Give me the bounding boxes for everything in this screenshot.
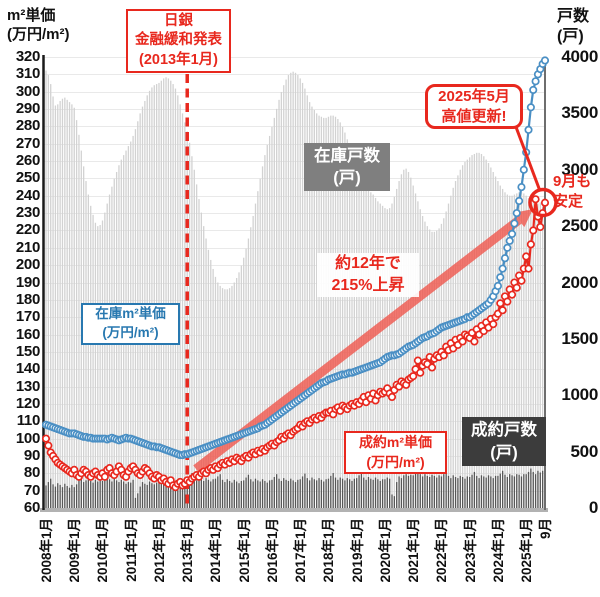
x-axis-tick-label: 9月	[538, 518, 553, 540]
x-axis-tick-label: 2015年1月	[236, 518, 252, 583]
y-right-tick-label: 1000	[561, 385, 598, 405]
y-left-tick-label: 250	[15, 169, 40, 187]
x-axis-tick-label: 2022年1月	[434, 518, 450, 583]
y-left-tick-label: 290	[15, 100, 40, 118]
x-axis-tick-label: 2020年1月	[377, 518, 393, 583]
y-left-tick-label: 140	[15, 360, 40, 378]
x-axis-tick-label: 2010年1月	[95, 518, 111, 583]
y-left-tick-label: 180	[15, 290, 40, 308]
x-axis-tick-label: 2008年1月	[39, 518, 54, 583]
y-right-tick-label: 3500	[561, 103, 598, 123]
x-axis-tick-label: 2013年1月	[180, 518, 196, 583]
y-right-tick-label: 3000	[561, 159, 598, 179]
x-axis-tick-label: 2023年1月	[462, 518, 478, 583]
contract-price-label: 成約m²単価 (万円/m²)	[344, 431, 447, 474]
x-axis-tick-label: 2011年1月	[123, 518, 139, 582]
y-left-tick-label: 60	[23, 499, 40, 516]
y-right-tick-label: 0	[588, 498, 598, 517]
y-left-tick-label: 90	[23, 446, 40, 464]
y-right-tick-label: 1500	[561, 328, 598, 348]
left-axis-title: m²単価 (万円/m²)	[7, 7, 70, 43]
x-axis-tick-label: 2018年1月	[321, 518, 337, 583]
x-axis-tick-label: 2024年1月	[490, 518, 506, 583]
y-left-tick-label: 130	[15, 377, 40, 395]
y-left-tick-label: 120	[15, 394, 40, 412]
right-axis-title: 戸数 (戸)	[557, 8, 590, 45]
y-right-tick-label: 500	[570, 441, 599, 461]
y-left-tick-label: 80	[23, 464, 40, 482]
x-axis-tick-label: 2025年1月	[519, 518, 535, 583]
x-axis-tick-label: 2017年1月	[293, 518, 309, 583]
y-left-tick-label: 110	[16, 412, 41, 430]
y-left-tick-label: 240	[15, 186, 40, 204]
september-stable-annotation: 9月も 安定	[553, 173, 592, 210]
record-high-annotation: 2025年5月 高値更新!	[425, 84, 523, 129]
y-left-tick-label: 260	[15, 152, 40, 170]
x-axis-tick-label: 2019年1月	[349, 518, 365, 583]
y-left-tick-label: 280	[15, 117, 40, 135]
boj-easing-annotation: 日銀 金融緩和発表 (2013年1月)	[126, 9, 231, 73]
y-left-tick-label: 270	[15, 134, 40, 152]
y-left-tick-label: 100	[15, 429, 40, 447]
x-axis-tick-label: 2014年1月	[208, 518, 224, 583]
x-axis-tick-label: 2012年1月	[151, 518, 167, 583]
y-left-tick-label: 320	[15, 48, 40, 65]
contract-count-label: 成約戸数 (戸)	[462, 417, 546, 466]
y-left-tick-label: 220	[15, 221, 40, 239]
y-left-tick-label: 200	[15, 256, 40, 274]
inventory-count-label: 在庫戸数 (戸)	[304, 143, 390, 191]
y-left-tick-label: 150	[15, 342, 40, 360]
inventory-price-label: 在庫m²単価 (万円/m²)	[81, 303, 180, 345]
y-left-tick-label: 230	[15, 204, 40, 222]
y-left-tick-label: 300	[15, 82, 40, 100]
y-left-tick-label: 70	[23, 481, 40, 499]
x-axis-tick-label: 2016年1月	[264, 518, 280, 583]
x-axis-tick-label: 2021年1月	[406, 518, 422, 583]
y-left-tick-label: 210	[15, 238, 40, 256]
y-left-tick-label: 310	[15, 65, 40, 83]
x-axis-tick-label: 2009年1月	[67, 518, 83, 583]
rise-215pct-annotation: 約12年で 215%上昇	[317, 253, 419, 297]
y-right-tick-label: 4000	[561, 47, 598, 66]
y-left-tick-label: 190	[15, 273, 40, 291]
y-left-tick-label: 160	[15, 325, 40, 343]
y-right-tick-label: 2000	[561, 272, 598, 292]
y-right-tick-label: 2500	[561, 216, 598, 236]
y-left-tick-label: 170	[15, 308, 40, 326]
